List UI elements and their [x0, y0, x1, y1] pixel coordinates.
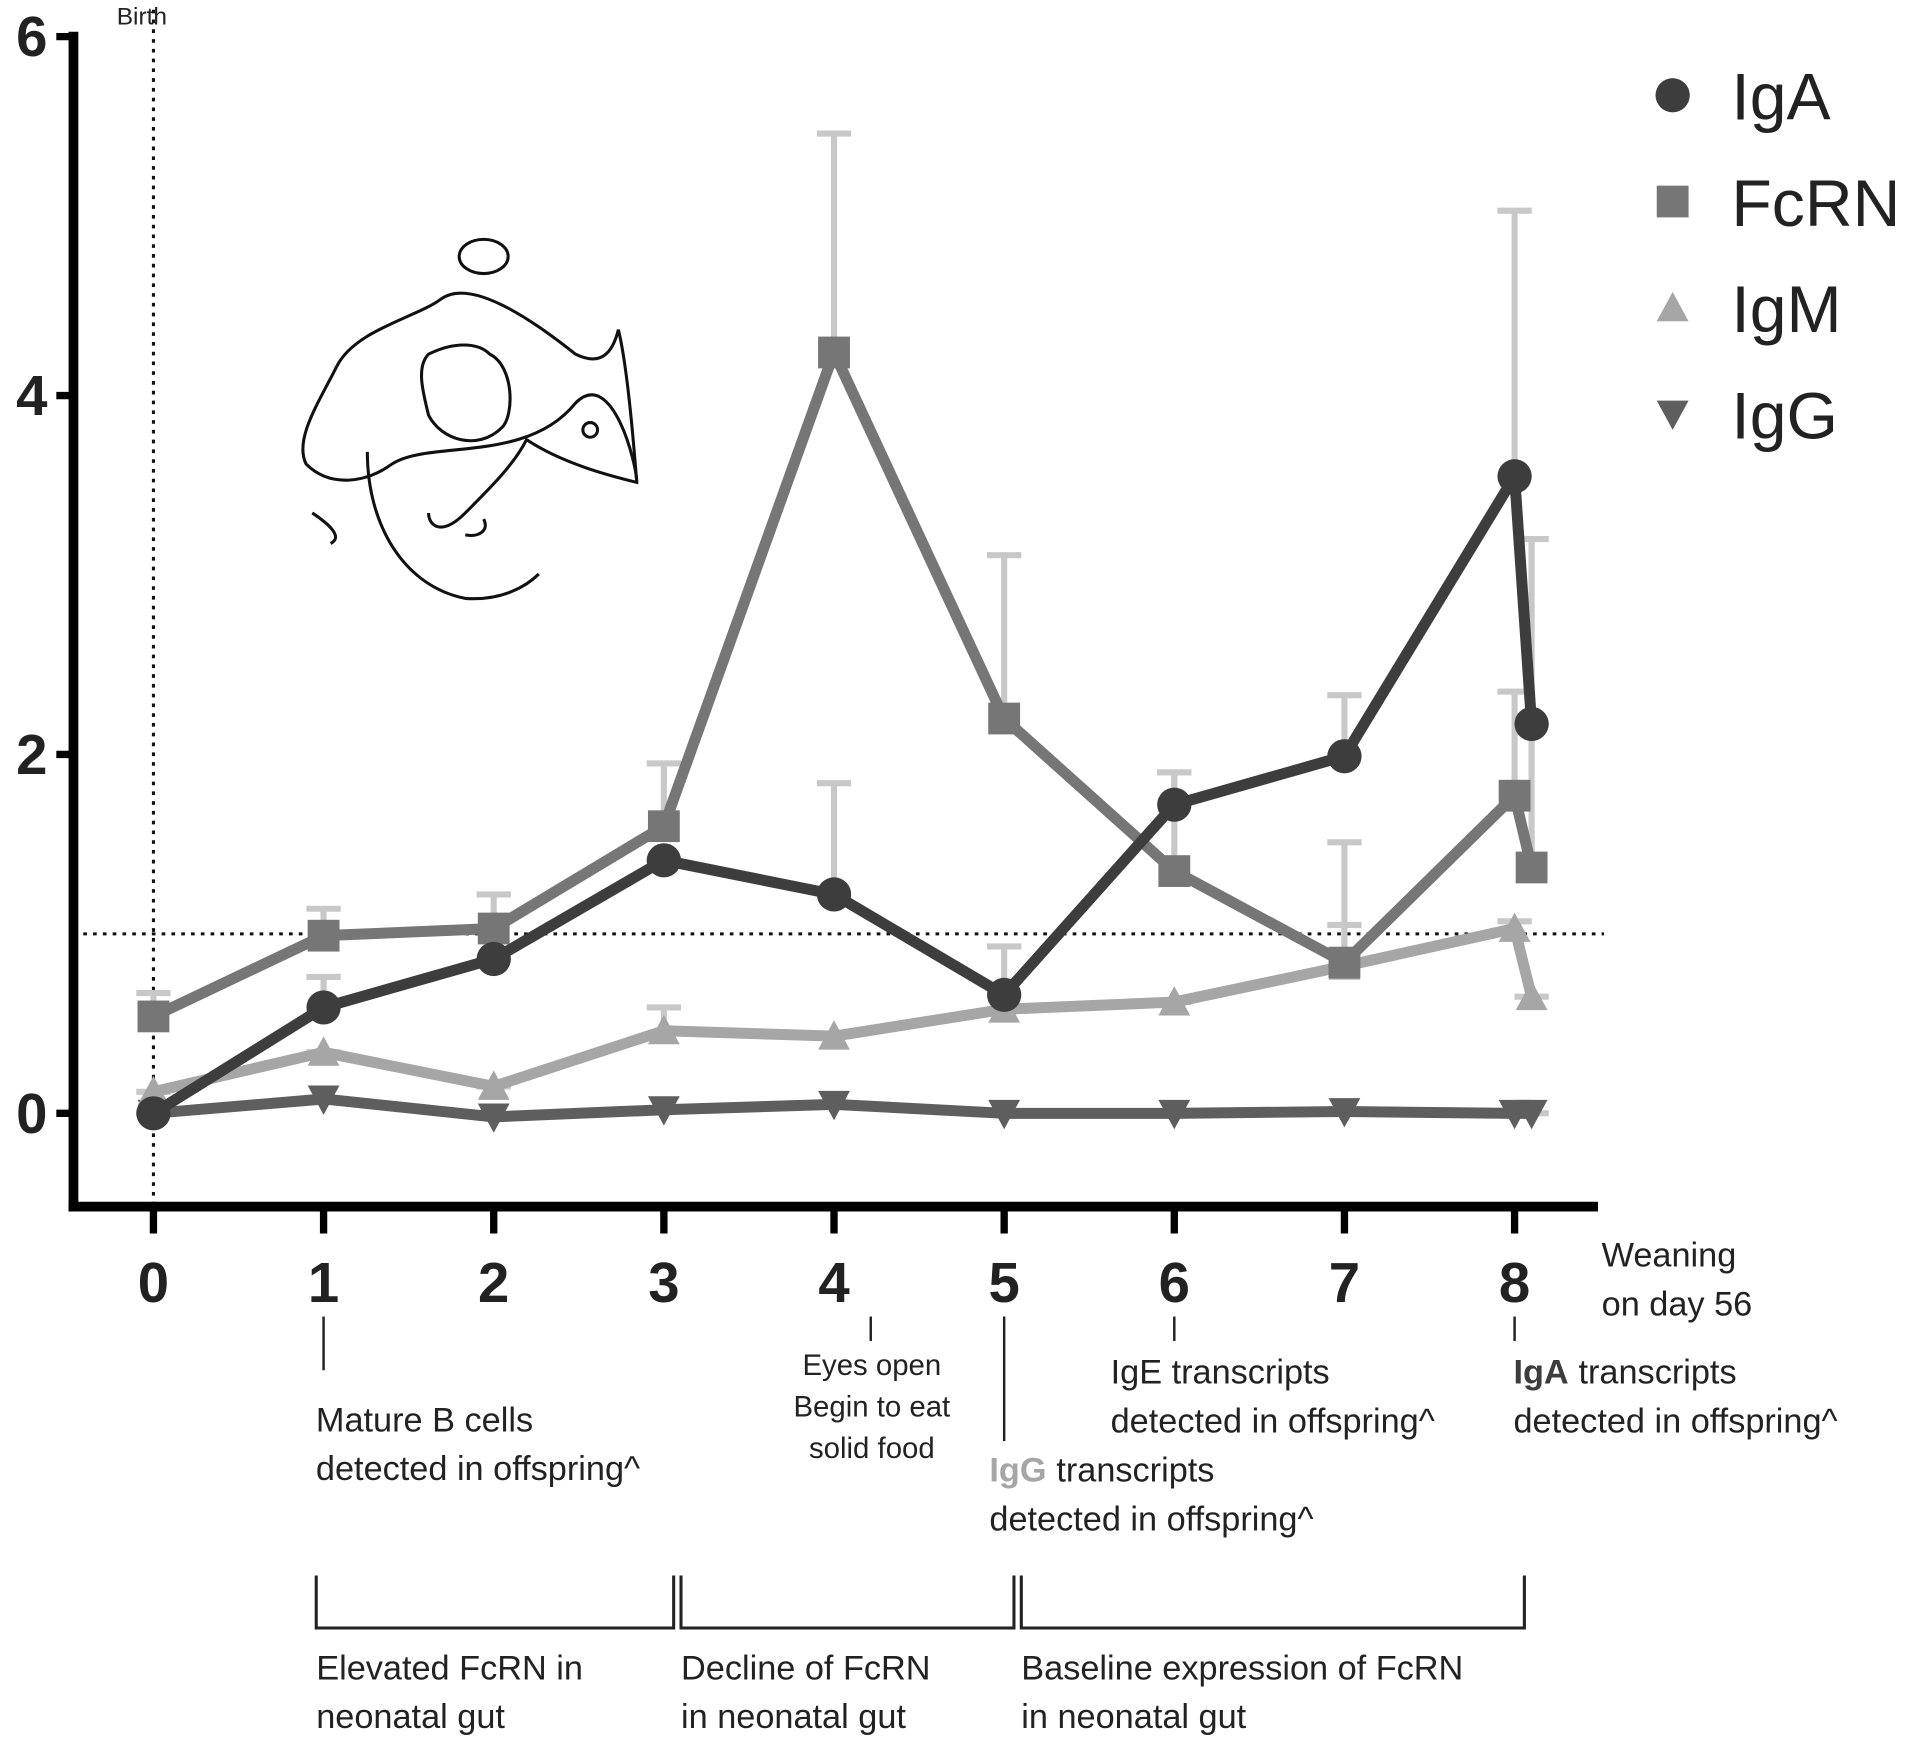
period-bracket	[314, 1575, 676, 1630]
annotation-lead: IgA	[1513, 1354, 1568, 1392]
y-tick-label: 2	[16, 723, 47, 786]
y-tick-label: 4	[16, 364, 47, 427]
series-line	[151, 346, 1537, 1022]
x-tick-label: 2	[478, 1251, 509, 1314]
legend-marker	[1656, 291, 1689, 322]
error-bar	[816, 780, 852, 895]
annotation-line: transcripts	[1578, 1354, 1736, 1392]
data-point	[647, 1014, 680, 1045]
error-bar	[1497, 207, 1532, 477]
data-point	[1158, 986, 1191, 1016]
data-point	[1498, 912, 1531, 942]
data-point	[1328, 946, 1361, 979]
y-tick-label: 6	[16, 5, 47, 68]
data-point	[1515, 1099, 1548, 1130]
data-point	[1328, 1098, 1361, 1128]
x-tick-label: 4	[818, 1251, 849, 1314]
data-point	[818, 1020, 850, 1050]
x-tick-label: 5	[988, 1251, 1019, 1314]
data-point	[136, 1096, 171, 1131]
series-line	[152, 1093, 1532, 1123]
data-point	[1498, 779, 1531, 812]
data-point	[1514, 706, 1549, 742]
period-bracket	[1019, 1575, 1526, 1630]
legend-label: IgM	[1731, 272, 1841, 346]
x-note: Weaning	[1602, 1237, 1737, 1275]
data-point	[1515, 980, 1548, 1011]
annotation-text: IgG transcripts	[989, 1451, 1214, 1489]
period-label: neonatal gut	[316, 1698, 505, 1736]
reference-label: Birth	[117, 3, 167, 30]
x-note: on day 56	[1602, 1285, 1753, 1323]
series-line	[150, 470, 1538, 1118]
annotation-text: Eyes open	[802, 1349, 941, 1382]
data-point	[476, 941, 511, 977]
period-bracket	[679, 1575, 1016, 1630]
data-point	[1515, 851, 1548, 884]
annotation-lead: IgG	[989, 1451, 1046, 1489]
annotation-text: detected in offspring^	[989, 1500, 1313, 1538]
data-point	[307, 919, 340, 952]
data-point	[1497, 459, 1532, 494]
data-point	[818, 1090, 850, 1121]
legend-marker	[1655, 78, 1690, 113]
annotation-text: IgE transcripts	[1111, 1354, 1330, 1392]
error-bar	[987, 552, 1022, 719]
annotation-text: IgA transcripts	[1513, 1354, 1736, 1392]
y-tick-label: 0	[16, 1082, 47, 1145]
opossum-illustration	[301, 237, 639, 601]
data-point	[1158, 1099, 1191, 1130]
period-label: Elevated FcRN in	[316, 1649, 583, 1687]
data-point	[477, 912, 510, 945]
x-tick-label: 0	[138, 1251, 169, 1314]
period-label: Decline of FcRN	[681, 1649, 931, 1687]
data-point	[646, 843, 682, 878]
data-point	[647, 1096, 680, 1126]
data-point	[477, 1070, 510, 1100]
data-point	[477, 1103, 510, 1133]
legend-marker	[1656, 185, 1689, 218]
legend-marker	[1656, 400, 1689, 430]
data-point	[1158, 855, 1191, 887]
legend-label: IgG	[1731, 379, 1838, 453]
data-point	[1157, 787, 1192, 822]
data-point	[306, 990, 341, 1025]
series-line	[152, 922, 1537, 1098]
x-tick-label: 6	[1159, 1251, 1190, 1314]
annotation-text: Begin to eat	[793, 1391, 950, 1424]
x-tick-label: 8	[1499, 1251, 1530, 1314]
legend-label: IgA	[1731, 60, 1830, 134]
annotation-text: solid food	[809, 1432, 935, 1465]
error-bar	[816, 130, 852, 353]
data-point	[987, 977, 1022, 1012]
annotation-text: Mature B cells	[316, 1401, 533, 1439]
annotation-text: detected in offspring^	[316, 1450, 640, 1488]
data-point	[307, 1085, 340, 1115]
annotation-text: detected in offspring^	[1111, 1403, 1435, 1441]
data-point	[137, 1000, 170, 1033]
x-tick-label: 3	[648, 1251, 679, 1314]
data-point	[988, 702, 1021, 735]
annotation-text: detected in offspring^	[1513, 1403, 1837, 1441]
data-point	[1327, 739, 1362, 774]
x-tick-label: 1	[308, 1251, 339, 1314]
period-label: Baseline expression of FcRN	[1021, 1649, 1463, 1687]
legend-label: FcRN	[1731, 166, 1900, 240]
data-point	[307, 1036, 340, 1066]
data-point	[647, 810, 680, 843]
data-point	[816, 877, 852, 912]
annotation-line: transcripts	[1056, 1451, 1214, 1489]
data-point	[988, 1099, 1021, 1130]
period-label: in neonatal gut	[681, 1698, 906, 1736]
period-label: in neonatal gut	[1021, 1698, 1246, 1736]
data-point	[137, 1075, 170, 1106]
x-tick-label: 7	[1329, 1251, 1360, 1314]
data-point	[818, 336, 850, 369]
